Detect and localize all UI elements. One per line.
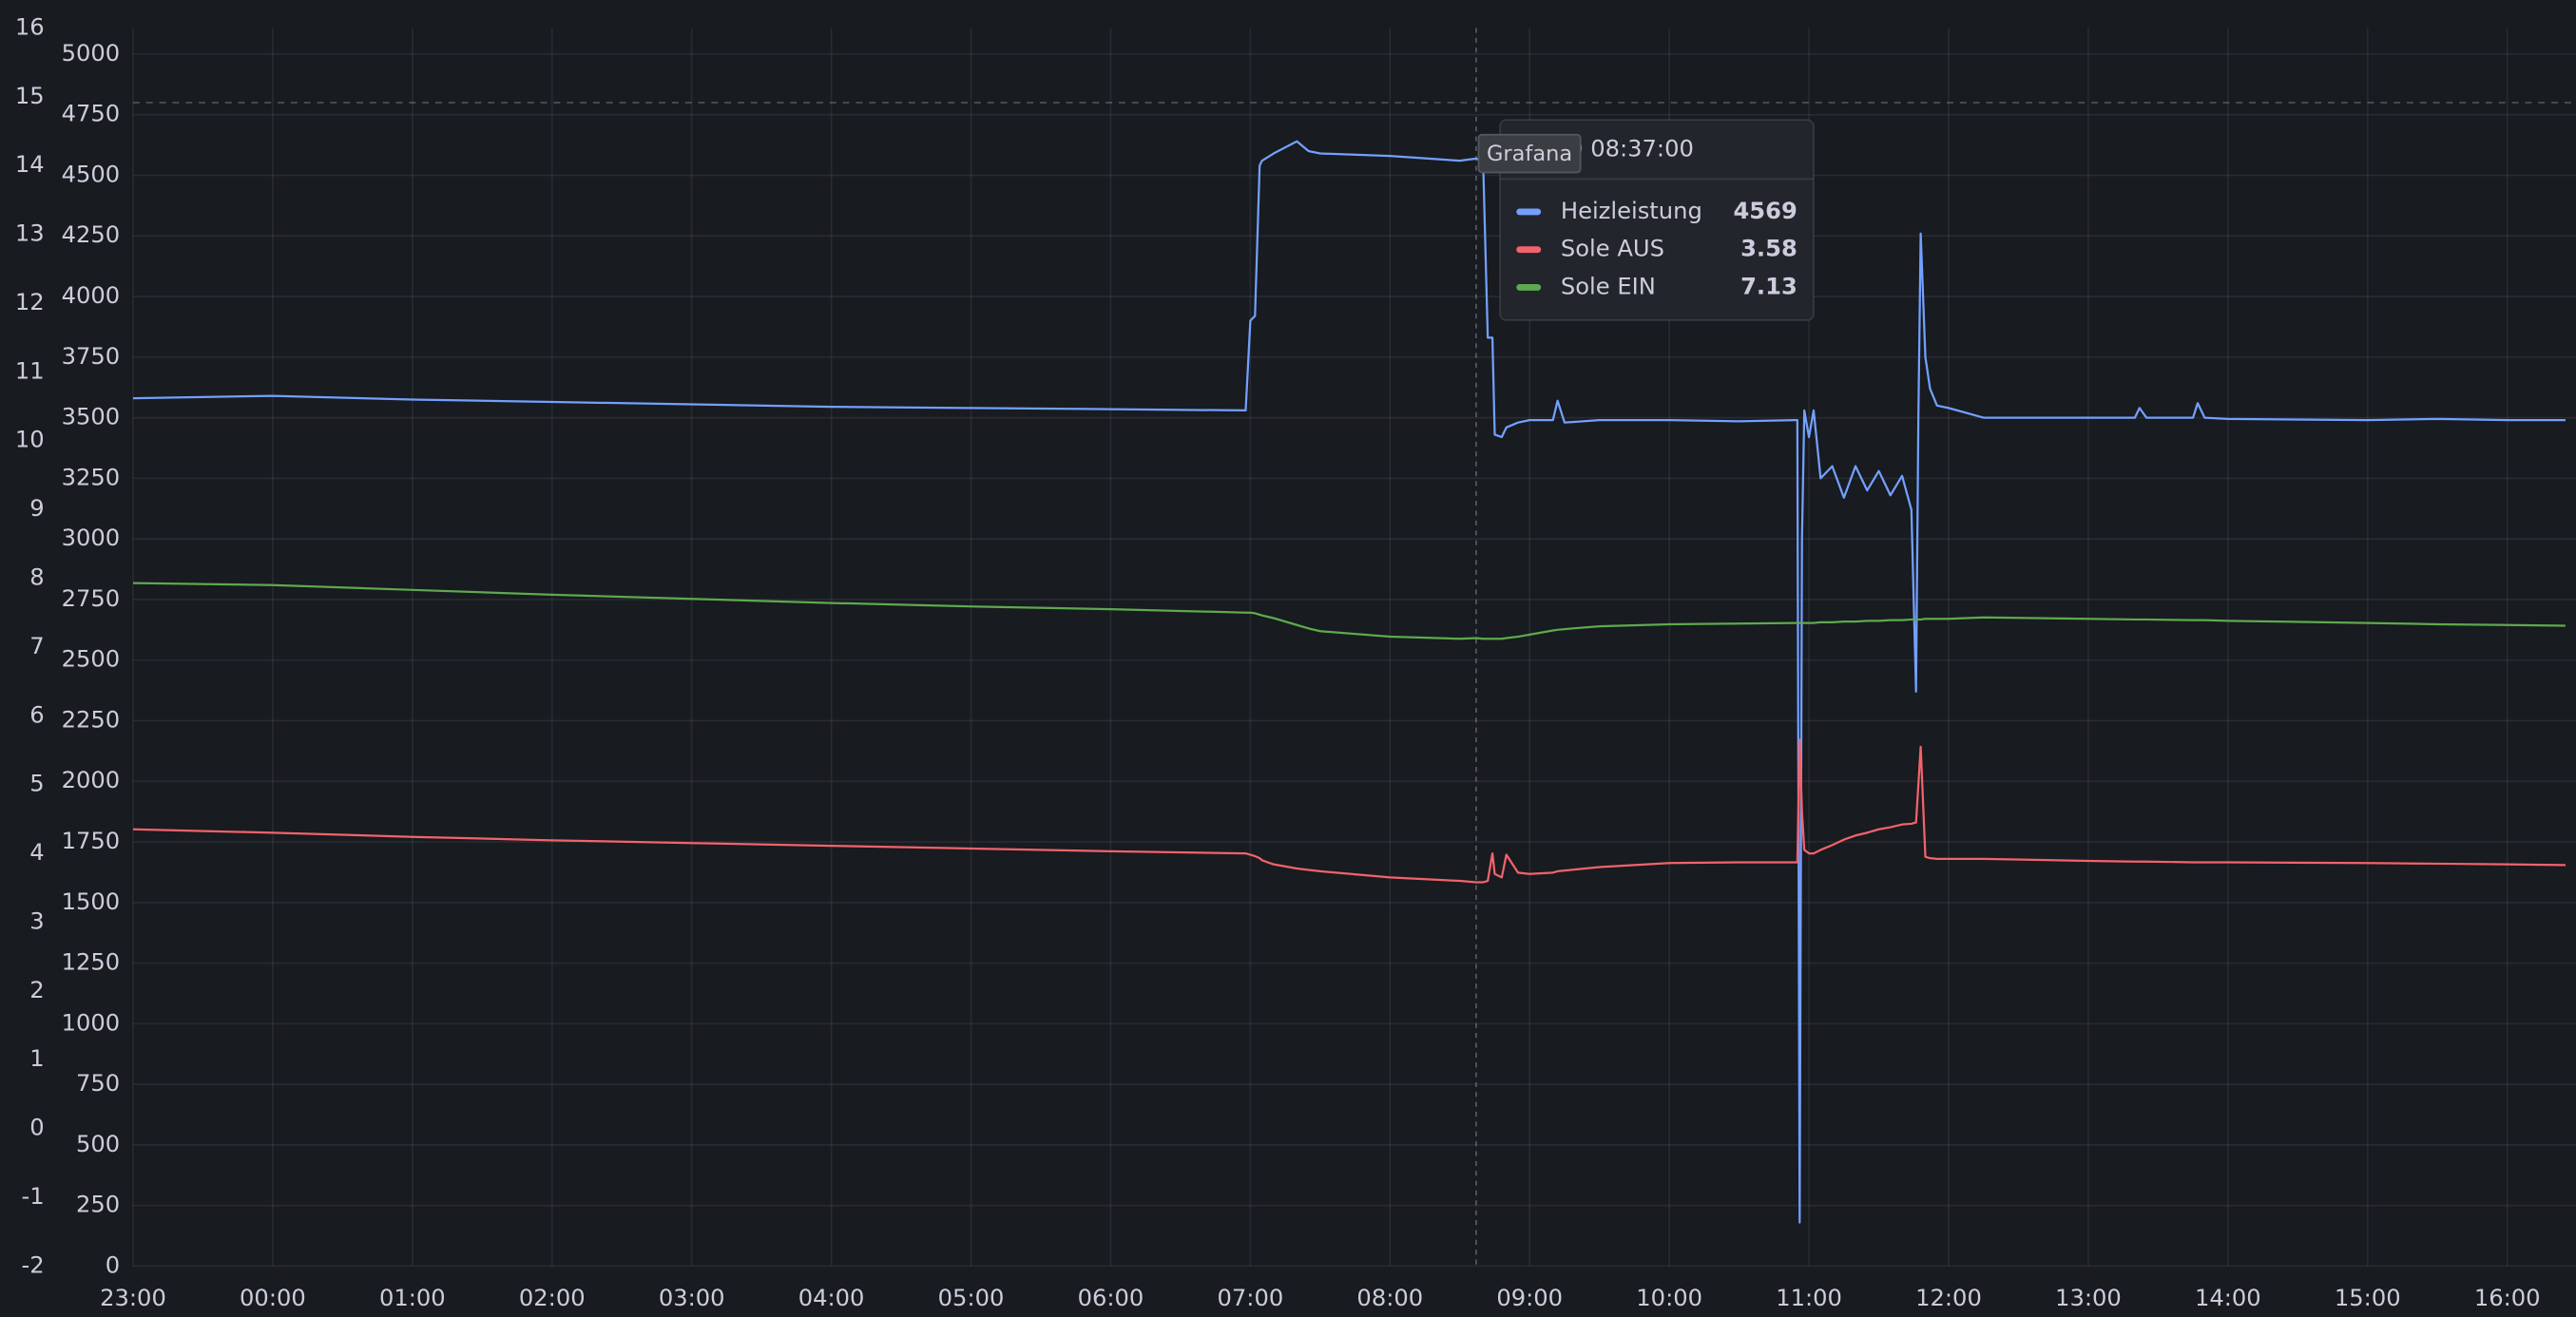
x-tick-label: 09:00 [1496,1285,1563,1311]
tooltip-swatch [1516,283,1542,291]
y2-tick-label: 750 [76,1070,120,1097]
y-tick-label: 15 [15,83,45,109]
x-tick-label: 07:00 [1218,1285,1284,1311]
y2-tick-label: 250 [76,1192,120,1218]
x-tick-label: 15:00 [2335,1285,2401,1311]
series-line [132,738,2566,884]
x-tick-label: 12:00 [1915,1285,1982,1311]
tooltip-series-name: Sole EIN [1561,273,1656,299]
x-tick-label: 23:00 [100,1285,166,1311]
y2-tick-label: 4750 [62,101,121,127]
y2-tick-label: 3250 [62,464,121,490]
tooltip-series-value: 4569 [1733,198,1797,224]
x-tick-label: 04:00 [798,1285,865,1311]
y2-tick-label: 5000 [62,40,121,67]
x-tick-label: 16:00 [2474,1285,2541,1311]
y2-tick-label: 0 [106,1251,120,1278]
y-tick-label: 10 [15,427,45,453]
x-tick-label: 05:00 [938,1285,1005,1311]
y-tick-label: 16 [15,13,45,40]
y-tick-label: 5 [29,771,44,797]
hover-badge-box [1477,133,1582,174]
tooltip-series-value: 3.58 [1740,236,1797,262]
y2-tick-label: 3500 [62,404,121,430]
tooltip-series-value: 7.13 [1740,273,1797,299]
series-line [132,582,2566,640]
y2-tick-label: 500 [76,1131,120,1157]
y-tick-label: 13 [15,220,45,247]
x-tick-label: 06:00 [1078,1285,1144,1311]
y-tick-label: 0 [29,1115,44,1141]
hover-badge: Grafana [1487,142,1572,166]
y2-tick-label: 3750 [62,343,121,370]
series-line [132,140,2566,1224]
y2-tick-label: 1000 [62,1009,121,1036]
y2-tick-label: 2250 [62,706,121,733]
y-tick-label: 2 [29,977,44,1003]
y-tick-label: 12 [15,289,45,315]
y-tick-label: 6 [29,701,44,728]
x-tick-label: 13:00 [2055,1285,2122,1311]
y2-tick-label: 4250 [62,221,121,248]
x-tick-label: 11:00 [1776,1285,1842,1311]
x-tick-label: 01:00 [379,1285,446,1311]
x-tick-label: 02:00 [519,1285,586,1311]
y-tick-label: 7 [29,633,44,659]
y-tick-label: 9 [29,495,44,522]
y-tick-label: 11 [15,357,45,384]
tooltip-series-name: Heizleistung [1561,198,1702,224]
y-tick-label: -1 [22,1183,45,1210]
y-tick-label: 8 [29,564,44,591]
x-tick-label: 10:00 [1636,1285,1702,1311]
y-tick-label: 14 [15,151,45,178]
tooltip-swatch [1516,246,1542,254]
x-tick-label: 00:00 [240,1285,306,1311]
y2-tick-label: 1250 [62,949,121,976]
y-tick-label: 1 [29,1045,44,1072]
y2-tick-label: 3000 [62,525,121,551]
tooltip-swatch [1516,208,1542,216]
y-tick-label: 3 [29,907,44,934]
y2-tick-label: 2750 [62,585,121,612]
x-tick-label: 03:00 [659,1285,725,1311]
x-tick-label: 08:00 [1356,1285,1423,1311]
y2-tick-label: 2000 [62,767,121,793]
y2-tick-label: 2500 [62,646,121,673]
x-tick-label: 14:00 [2195,1285,2261,1311]
tooltip-series-name: Sole AUS [1561,236,1664,262]
y2-tick-label: 4500 [62,161,121,187]
y2-tick-label: 1750 [62,828,121,854]
y2-tick-label: 4000 [62,282,121,309]
y2-tick-label: 1500 [62,888,121,915]
y-tick-label: 4 [29,839,44,866]
y-tick-label: -2 [22,1251,45,1278]
